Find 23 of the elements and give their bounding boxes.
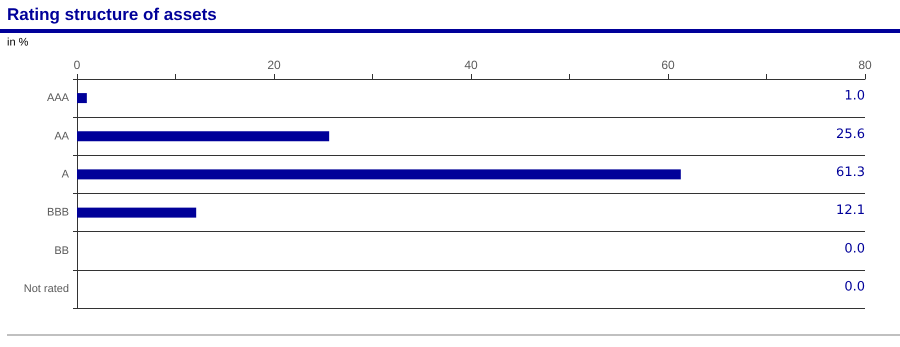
bar	[77, 208, 196, 218]
data-label: 12.1	[836, 203, 865, 218]
chart-title: Rating structure of assets	[7, 5, 217, 24]
data-label: 1.0	[844, 88, 865, 104]
x-tick-label: 40	[464, 58, 478, 72]
y-tick-label: Not rated	[24, 282, 69, 295]
bar	[77, 93, 87, 104]
bar	[77, 169, 681, 180]
bar	[77, 131, 330, 142]
x-tick-label: 60	[661, 58, 675, 72]
x-tick-label: 80	[858, 58, 872, 72]
x-tick-label: 0	[74, 58, 81, 72]
data-label: 0.0	[844, 279, 865, 294]
y-tick-label: BB	[54, 244, 69, 257]
data-label: 0.0	[844, 241, 865, 256]
data-label: 25.6	[836, 126, 865, 142]
y-tick-label: AAA	[46, 92, 70, 104]
y-tick-label: AA	[54, 130, 70, 142]
x-tick-label: 20	[267, 58, 281, 72]
x-axis-title: in %	[7, 36, 29, 48]
y-tick-label: A	[62, 168, 70, 180]
data-label: 61.3	[836, 164, 865, 180]
y-tick-label: BBB	[46, 206, 69, 219]
